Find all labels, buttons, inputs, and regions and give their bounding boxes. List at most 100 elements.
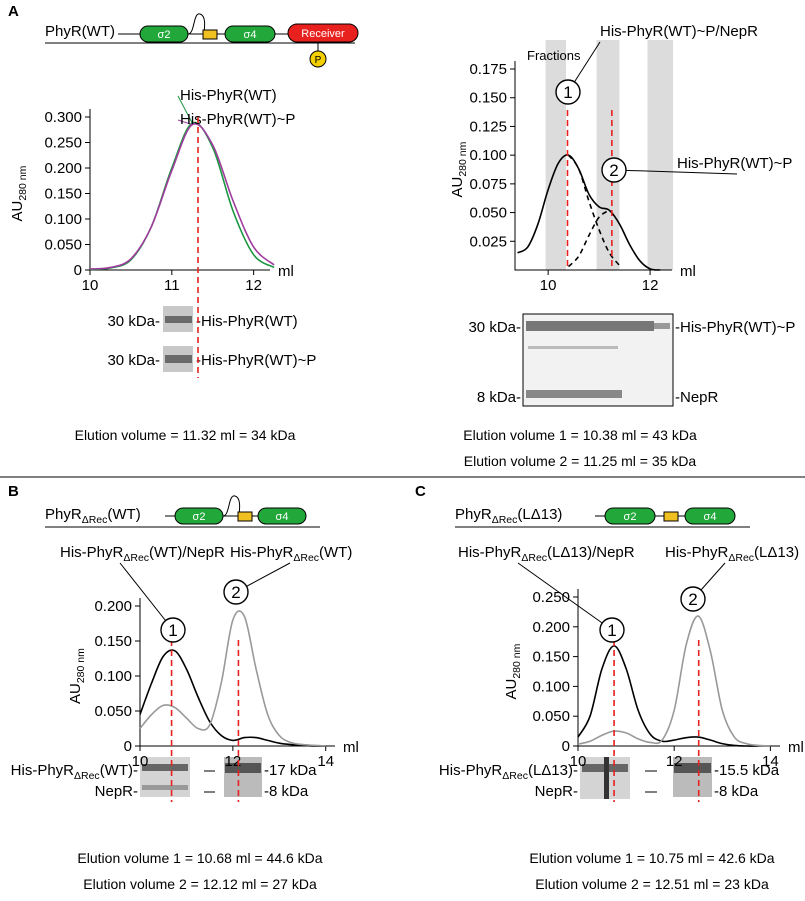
elution-text: Elution volume 2 = 11.25 ml = 35 kDa [464,453,697,469]
text-part: ΔRec [502,770,528,782]
x-tick-label: 10 [570,753,587,770]
leader-line [119,562,174,631]
text-part: PhyR [455,506,492,523]
text-part: His-PhyR [11,762,75,779]
text-part: 280 nm [511,643,523,678]
gel-band-label: NepR- [535,783,578,800]
panel-letter: B [8,483,19,500]
x-axis-label: ml [788,739,804,756]
series-label: His-PhyR(WT) [180,87,277,104]
gel-band-label: -His-PhyR(WT)~P [675,319,795,336]
y-tick-label: 0.100 [94,668,132,685]
text-part: (WT)- [100,762,138,779]
fraction-band [596,40,620,270]
y-tick-label: 0.050 [532,708,570,725]
series-line [567,154,621,266]
y-tick-label: 0.200 [94,598,132,615]
peak-circle [223,579,249,605]
peak-circle [599,617,625,643]
panel-letter: A [8,3,19,20]
y-tick-label: 0.150 [44,186,82,203]
gel-marker: -8 kDa [714,783,759,800]
gel-band [142,785,188,790]
text-part: (LΔ13)/NepR [547,544,635,561]
peak-circle [160,617,186,643]
gel-marker: 8 kDa- [477,389,521,406]
gel-band-label: NepR- [95,783,138,800]
domain-label: σ4 [276,511,289,523]
y-axis-label: AU280 nm [67,648,87,704]
text-part: (LΔ13) [517,506,562,523]
y-tick-label: 0.150 [532,649,570,666]
axes [514,61,672,271]
gel-marker: -15.5 kDa [714,762,780,779]
domain [604,507,656,525]
elution-text: Elution volume 1 = 10.75 ml = 42.6 kDa [529,850,774,866]
y-tick-label: 0.100 [44,211,82,228]
y-tick-label: 0.050 [94,703,132,720]
y-tick-label: 0 [74,262,82,279]
domain [224,25,276,43]
construct: PhyRΔRec(LΔ13) [455,506,562,526]
fraction-band [545,40,566,270]
gel-band-label: -His-PhyR(WT) [196,313,298,330]
gel-band-label: His-PhyRΔRec(WT)- [11,762,138,782]
peak-number: 2 [609,161,618,180]
gel-band [165,355,192,363]
text-part: AU [449,177,466,198]
text-part: His-PhyR [230,544,294,561]
y-axis-label: AU280 nm [9,165,29,221]
linker-box [202,29,218,40]
phospho-label: P [315,55,322,66]
gel-band-label: -NepR [675,389,719,406]
linker [222,495,241,517]
y-axis-label: AU280 nm [503,643,523,699]
x-tick-label: 14 [762,753,779,770]
domain-label: σ2 [624,511,637,523]
gel-marker: -8 kDa [264,783,309,800]
text-part: His-PhyR [439,762,503,779]
text-part: His-PhyR [665,544,729,561]
domain [684,507,736,525]
panel-letter: C [415,483,426,500]
text-part: (LΔ13)- [528,762,578,779]
gel-band [526,390,622,398]
gel-marker: 30 kDa- [468,319,521,336]
x-axis-label: ml [278,263,294,280]
peak-number: 2 [231,583,240,602]
y-tick-label: 0.025 [469,233,507,250]
domain-label: σ4 [704,511,717,523]
y-tick-label: 0.250 [44,135,82,152]
gel-band [528,346,618,349]
text-part: 280 nm [17,165,29,200]
peak-number: 1 [607,621,616,640]
construct: PhyRΔRec(WT) [45,506,141,526]
peak-number: 2 [688,590,697,609]
gel-band [225,763,261,773]
text-part: ΔRec [293,552,319,564]
linker [187,13,206,35]
x-tick-label: 12 [642,277,659,294]
y-tick-label: 0.100 [469,147,507,164]
domain-label: σ2 [193,511,206,523]
peak-circle [680,586,706,612]
text-part: (LΔ13) [754,544,799,561]
gel-band [142,764,188,771]
series-line [139,610,326,747]
peak-label: His-PhyR(WT)~P/NepR [600,23,758,40]
axes [89,109,270,271]
y-tick-label: 0 [562,738,570,755]
text-part: (WT)/NepR [149,544,225,561]
peak-label: His-PhyRΔRec(WT) [230,544,352,564]
elution-text: Elution volume 1 = 10.68 ml = 44.6 kDa [77,850,322,866]
domain-label: σ4 [244,29,257,41]
peak-label: His-PhyRΔRec(WT)/NepR [60,544,225,564]
y-tick-label: 0.075 [469,176,507,193]
peak-circle [555,79,581,105]
x-axis-label: ml [680,263,696,280]
x-tick-label: 10 [540,277,557,294]
peak-label: His-PhyRΔRec(LΔ13)/NepR [458,544,635,564]
leader-line [177,119,193,126]
y-tick-label: 0 [124,738,132,755]
